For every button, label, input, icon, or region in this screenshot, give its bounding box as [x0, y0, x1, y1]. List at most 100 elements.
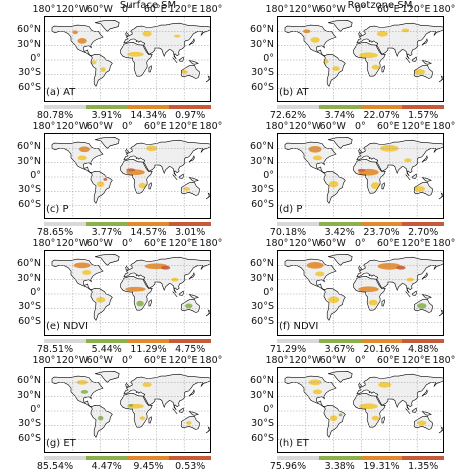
coastline — [405, 291, 411, 298]
coastline — [421, 411, 432, 416]
coastline — [421, 389, 428, 397]
category-percent: 0.97% — [175, 110, 206, 121]
coastline — [205, 192, 210, 200]
coastline — [120, 158, 153, 194]
lat-tick-label: 60°S — [18, 315, 41, 327]
lat-tick-label: 30°S — [251, 301, 274, 313]
coastline — [51, 24, 104, 57]
category-percent: 2.70% — [408, 227, 439, 238]
coastline — [188, 60, 199, 65]
landmass — [179, 291, 184, 296]
lat-tick-label: 0° — [30, 170, 41, 181]
category-percent: 85.54% — [36, 461, 74, 472]
coastline — [178, 56, 185, 62]
coastline — [95, 136, 120, 149]
landmass — [189, 177, 199, 182]
lon-tick-label: 120°E — [401, 355, 431, 366]
coastline — [411, 56, 418, 62]
lon-tick-label: 180° — [265, 121, 289, 132]
coastline — [172, 57, 178, 64]
column-title-rootzone: Rootzone SM — [347, 0, 413, 11]
category-percent: 1.35% — [408, 461, 439, 472]
lon-tick-label: 60°E — [143, 4, 167, 15]
lat-tick-label: 30°S — [251, 418, 274, 430]
coastline — [284, 258, 337, 291]
coastline — [328, 136, 353, 149]
coastline — [356, 256, 443, 294]
lon-tick-label: 180° — [432, 355, 456, 366]
coastline — [353, 158, 386, 194]
anomaly-region — [96, 181, 105, 188]
coastline — [414, 64, 433, 79]
category-segment-red — [169, 222, 211, 226]
lon-tick-label: 60°E — [376, 4, 400, 15]
lon-tick-label: 60°W — [319, 121, 346, 132]
anomaly-region — [368, 299, 378, 306]
coastline — [411, 407, 418, 413]
category-segment-yellow — [360, 339, 403, 343]
category-percent: 11.29% — [130, 344, 167, 355]
coastline — [188, 294, 199, 299]
anomaly-region — [138, 182, 147, 189]
lon-tick-label: 60°E — [376, 355, 400, 366]
anomaly-region — [127, 51, 144, 57]
anomaly-region — [80, 389, 89, 394]
category-segment-gray — [44, 105, 86, 109]
category-percent: 3.74% — [324, 110, 355, 121]
coastline — [438, 192, 443, 200]
landmass — [412, 174, 417, 179]
coastline — [356, 139, 443, 177]
category-bar — [277, 339, 444, 343]
coastline — [353, 392, 386, 428]
lat-tick-label: 30°N — [17, 272, 41, 284]
lon-tick-label: 60°W — [319, 4, 346, 15]
coastline — [284, 375, 337, 408]
lat-tick-label: 30°N — [250, 272, 274, 284]
landmass — [181, 182, 200, 196]
category-segment-yellow — [360, 222, 403, 226]
coastline — [51, 141, 104, 174]
coastline — [438, 309, 443, 317]
lat-tick-label: 60°S — [18, 432, 41, 444]
lat-tick-label: 60°N — [17, 258, 41, 270]
category-segment-red — [402, 105, 444, 109]
landmass — [328, 20, 353, 32]
coastline — [181, 181, 200, 196]
lon-tick-label: 180° — [199, 121, 223, 132]
coastline — [438, 75, 443, 83]
coastline — [438, 426, 443, 434]
category-segment-red — [169, 339, 211, 343]
coastline — [188, 38, 195, 46]
lon-tick-label: 120°W — [288, 355, 322, 366]
landmass — [422, 177, 432, 182]
category-percent: 3.77% — [91, 227, 122, 238]
coastline — [421, 155, 428, 163]
landmass — [181, 65, 200, 79]
lat-tick-label: 30°S — [18, 184, 41, 196]
lon-tick-label: 180° — [432, 121, 456, 132]
landmass — [328, 371, 353, 383]
category-bar — [277, 222, 444, 226]
anomaly-region — [378, 381, 392, 388]
lon-tick-label: 180° — [32, 121, 56, 132]
anomaly-region — [404, 158, 412, 163]
anomaly-region — [182, 187, 191, 191]
anomaly-region — [125, 286, 146, 292]
coastline — [405, 57, 411, 64]
lat-tick-label: 30°S — [18, 67, 41, 79]
lon-tick-label: 0° — [122, 4, 133, 15]
lat-tick-label: 0° — [263, 404, 274, 415]
anomaly-region — [338, 413, 343, 417]
landmass — [422, 294, 432, 299]
lon-tick-label: 60°W — [319, 238, 346, 249]
category-segment-yellow — [127, 339, 170, 343]
landmass — [189, 60, 199, 65]
lat-tick-label: 60°S — [18, 81, 41, 93]
anomaly-region — [78, 146, 90, 153]
panel-label: (d) P — [279, 204, 303, 215]
category-percent: 3.67% — [324, 344, 355, 355]
lon-tick-label: 120°W — [55, 355, 89, 366]
panel-label: (a) AT — [46, 87, 76, 98]
anomaly-region — [359, 52, 378, 59]
anomaly-region — [376, 30, 388, 37]
